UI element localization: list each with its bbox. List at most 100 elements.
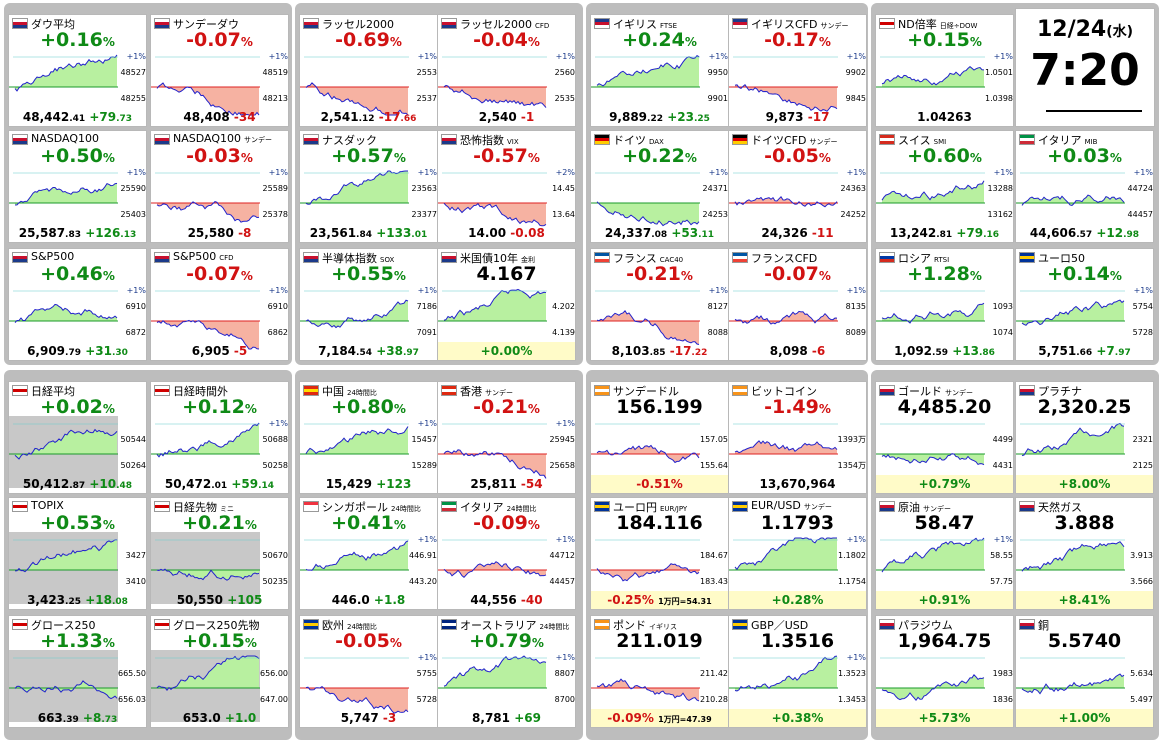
card-footer: +5.73% <box>876 709 1013 727</box>
axis-label: 3.913 <box>1130 551 1153 560</box>
card-footer: 1,092.59 +13.86 <box>876 342 1013 360</box>
price-line <box>156 655 260 692</box>
pct-sign: % <box>818 35 831 49</box>
market-card[interactable]: 天然ガス 3.888 3.913 3.566 +8.41% <box>1015 497 1154 610</box>
market-card[interactable]: ユーロ円 EUR/JPY 184.116 184.67 183.43 -0.25% 1万円… <box>590 497 729 610</box>
price-chart: 3.913 3.566 <box>1016 532 1153 604</box>
axis-label: 50544 <box>121 435 146 444</box>
price-line <box>734 537 837 571</box>
chart-area <box>15 304 117 323</box>
axis-label: 44457 <box>1128 210 1153 219</box>
market-card[interactable]: ゴールド サンデー 4,485.20 4499 4431 +0.79% <box>875 381 1014 494</box>
market-card[interactable]: ドイツ DAX +0.22% +1% 24371 24253 24,337.08 +53.1… <box>590 130 729 243</box>
market-card[interactable]: ラッセル2000 CFD -0.04% +1% 2560 2535 2,540 -1 <box>437 14 576 127</box>
axis-label: 57.75 <box>990 577 1013 586</box>
market-card[interactable]: パラジウム 1,964.75 1983 1836 +5.73% <box>875 615 1014 728</box>
pct-sign: % <box>527 35 540 49</box>
card-header: サンデードル <box>591 382 728 398</box>
axis-label: 48255 <box>121 94 146 103</box>
card-footer: 50,472.01 +59.14 <box>151 475 288 493</box>
market-card[interactable]: プラチナ 2,320.25 2321 2125 +8.00% <box>1015 381 1154 494</box>
market-card[interactable]: ND倍率 日経÷DOW +0.15% +1% 1.0501 1.0398 1.04263 <box>875 14 1014 127</box>
market-card[interactable]: 欧州 24時間比 -0.05% +1% 5755 5728 5,747 -3 <box>299 615 438 728</box>
market-card[interactable]: ポンド イギリス 211.019 211.42 210.28 -0.09% 1万円=47.… <box>590 615 729 728</box>
market-card[interactable]: イタリア MIB +0.03% +1% 44724 44457 44,606.57 +12.… <box>1015 130 1154 243</box>
card-header: ゴールド サンデー <box>876 382 1013 398</box>
us-flag-icon <box>12 18 28 29</box>
diff-value: -54 <box>520 477 543 491</box>
price-chart: +1% 9902 9845 <box>729 49 866 121</box>
price-line <box>734 440 838 454</box>
diff-decimal: .73 <box>116 114 133 124</box>
market-card[interactable]: イギリスCFD サンデー -0.17% +1% 9902 9845 9,873 -17 <box>728 14 867 127</box>
market-card[interactable]: 原油 サンデー 58.47 +1% 58.55 57.75 +0.91% <box>875 497 1014 610</box>
us-flag-icon <box>12 134 28 145</box>
market-card[interactable]: サンデードル 156.199 157.05 155.64 -0.51% <box>590 381 729 494</box>
card-header: ナスダック <box>300 131 437 147</box>
market-card[interactable]: オーストラリア 24時間比 +0.79% +1% 8807 8700 8,781 +69 <box>437 615 576 728</box>
change-value: +0.46 <box>40 263 103 285</box>
market-card[interactable]: イギリス FTSE +0.24% +1% 9950 9901 9,889.22 +23.25 <box>590 14 729 127</box>
price-line <box>1021 541 1125 572</box>
card-change: -0.05% <box>729 145 866 167</box>
card-change: +0.55% <box>300 263 437 285</box>
market-card[interactable]: EUR/USD サンデー 1.1793 +1% 1.1802 1.1754 +0.28% <box>728 497 867 610</box>
market-card[interactable]: グロース250 +1.33% 665.50 656.03 663.39 +8.73 <box>8 615 147 728</box>
market-card[interactable]: ドイツCFD サンデー -0.05% +1% 24363 24252 24,326 -11 <box>728 130 867 243</box>
market-card[interactable]: 銅 5.5740 5.634 5.497 +1.00% <box>1015 615 1154 728</box>
axis-label: +1% <box>556 419 576 428</box>
diff-value: -0.08 <box>510 226 545 240</box>
market-card[interactable]: 日経平均 +0.02% 50544 50264 50,412.87 +10.48 <box>8 381 147 494</box>
axis-label: 2560 <box>555 68 575 77</box>
market-card[interactable]: ビットコイン -1.49% 1393万 1354万 13,670,964 <box>728 381 867 494</box>
pct-sign: % <box>102 151 115 165</box>
market-card[interactable]: 香港 サンデー -0.21% +1% 25945 25658 25,811 -54 <box>437 381 576 494</box>
market-card[interactable]: シンガポール 24時間比 +0.41% +1% 446.91 443.20 446.0 +1… <box>299 497 438 610</box>
axis-label: +1% <box>418 286 438 295</box>
market-card[interactable]: NASDAQ100 +0.50% +1% 25590 25403 25,587.83 +1… <box>8 130 147 243</box>
card-title: EUR/USD サンデー <box>751 499 832 512</box>
market-card[interactable]: ダウ平均 +0.16% +1% 48527 48255 48,442.41 +79.73 <box>8 14 147 127</box>
card-title: 日経先物 ミニ <box>173 499 234 515</box>
card-name: フランスCFD <box>751 252 818 265</box>
market-card[interactable]: 恐怖指数 VIX -0.57% +2% 14.45 13.64 14.00 -0.08 <box>437 130 576 243</box>
market-card[interactable]: ロシア RTSI +1.28% 1093 1074 1,092.59 +13.86 <box>875 248 1014 361</box>
market-card[interactable]: 日経時間外 +0.12% +1% 50688 50258 50,472.01 +59.14 <box>150 381 289 494</box>
market-card[interactable]: 米国債10年 金利 4.167 4.202 4.139 +0.00% <box>437 248 576 361</box>
pct-sign: % <box>393 151 406 165</box>
market-card[interactable]: NASDAQ100 サンデー -0.03% +1% 25589 25378 25,580 -… <box>150 130 289 243</box>
chart-svg: 5.634 5.497 <box>1016 657 1153 704</box>
market-card[interactable]: サンデーダウ -0.07% +1% 48519 48213 48,408 -34 <box>150 14 289 127</box>
price-decimal: .08 <box>651 230 668 240</box>
chart-svg: +1% 25945 25658 <box>438 419 576 479</box>
market-card[interactable]: 日経先物 ミニ +0.21% 50670 50235 50,550 +105 <box>150 497 289 610</box>
card-footer: 446.0 +1.8 <box>300 591 437 609</box>
market-card[interactable]: GBP／USD 1.3516 +1% 1.3523 1.3453 +0.38% <box>728 615 867 728</box>
chart-area <box>882 674 984 701</box>
card-name: 銅 <box>1038 619 1049 632</box>
card-subtitle: EUR/JPY <box>660 505 688 513</box>
card-header: ラッセル2000 CFD <box>438 15 575 31</box>
session-shade <box>9 650 118 722</box>
price-chart: +1% 25590 25403 <box>9 165 146 237</box>
market-card[interactable]: スイス SMI +0.60% +1% 13288 13162 13,242.81 +79.1… <box>875 130 1014 243</box>
us-flag-icon <box>154 134 170 145</box>
axis-label: 4.202 <box>552 302 575 311</box>
diff-decimal: .98 <box>1123 230 1140 240</box>
market-card[interactable]: グロース250先物 +0.15% 656.00 647.00 653.0 +1.0 <box>150 615 289 728</box>
pct-sign: % <box>969 151 982 165</box>
market-card[interactable]: S&P500 +0.46% +1% 6910 6872 6,909.79 +31.30 <box>8 248 147 361</box>
market-card[interactable]: S&P500 CFD -0.07% +1% 6910 6862 6,905 -5 <box>150 248 289 361</box>
market-card[interactable]: フランス CAC40 -0.21% +1% 8127 8088 8,103.85 -17.2… <box>590 248 729 361</box>
market-card[interactable]: 半導体指数 SOX +0.55% +1% 7186 7091 7,184.54 +38.97 <box>299 248 438 361</box>
market-card[interactable]: ナスダック +0.57% +1% 23563 23377 23,561.84 +133.0… <box>299 130 438 243</box>
market-card[interactable]: ユーロ50 +0.14% +1% 5754 5728 5,751.66 +7.97 <box>1015 248 1154 361</box>
change-percent: +5.73% <box>918 711 971 725</box>
market-card[interactable]: イタリア 24時間比 -0.09% +1% 44712 44457 44,556 -40 <box>437 497 576 610</box>
chart-area <box>444 656 546 688</box>
market-card[interactable]: TOPIX +0.53% 3427 3410 3,423.25 +18.08 <box>8 497 147 610</box>
market-card[interactable]: ラッセル2000 -0.69% +1% 2553 2537 2,541.12 -17.66 <box>299 14 438 127</box>
market-card[interactable]: 中国 24時間比 +0.80% +1% 15457 15289 15,429 +123 <box>299 381 438 494</box>
market-card[interactable]: フランスCFD -0.07% +1% 8135 8089 8,098 -6 <box>728 248 867 361</box>
card-subtitle: RTSI <box>934 256 950 264</box>
